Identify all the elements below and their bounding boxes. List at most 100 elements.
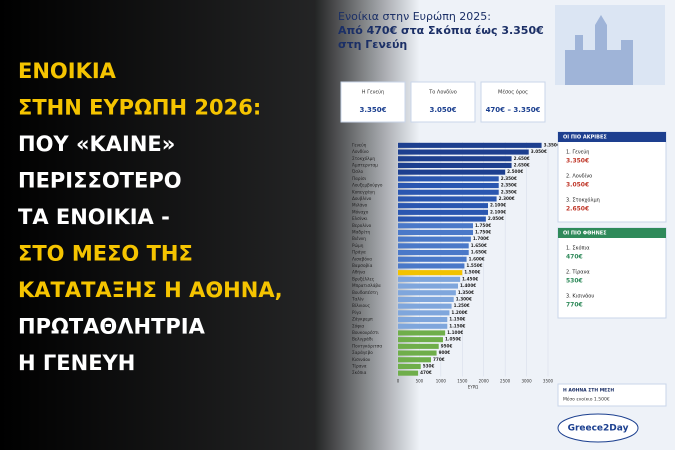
bar (398, 343, 439, 349)
value-label: 2.350€ (501, 189, 517, 194)
category-label: Βουδαπέστη (352, 290, 378, 295)
bar (398, 189, 499, 195)
category-label: Ταλίν (351, 296, 364, 301)
headline-line: ΠΟΥ «ΚΑΙΝΕ» (18, 132, 175, 156)
value-label: 1.650€ (471, 250, 487, 255)
panel-item-name: 3. Στοκχόλμη (566, 197, 600, 204)
category-label: Ρίγα (352, 310, 361, 315)
value-label: 1.150€ (449, 323, 465, 328)
value-label: 1.400€ (460, 283, 476, 288)
bar (398, 142, 542, 148)
stat-label: Το Λονδίνο (428, 89, 457, 96)
value-label: 1.550€ (466, 263, 482, 268)
bar (398, 256, 467, 262)
bar (398, 250, 469, 256)
panel-item-name: 1. Σκόπια (566, 245, 590, 252)
info-title: Από 470€ στα Σκόπια έως 3.350€ (338, 24, 544, 37)
panel-item-value: 530€ (566, 278, 583, 285)
bar (398, 243, 469, 249)
headline-line: ΚΑΤΑΤΑΞΗΣ Η ΑΘΗΝΑ, (18, 278, 283, 302)
category-label: Πράγα (352, 250, 366, 255)
value-label: 1.450€ (462, 276, 478, 281)
bar (398, 203, 488, 209)
bar (398, 149, 529, 155)
panel-item-value: 770€ (566, 302, 583, 309)
category-label: Βερολίνο (352, 223, 372, 228)
value-label: 1.250€ (454, 303, 470, 308)
category-label: Λονδίνο (352, 149, 369, 154)
bar (398, 290, 456, 296)
category-label: Σκόπια (352, 370, 367, 375)
athens-box-title: Η ΑΘΗΝΑ ΣΤΗ ΜΕΣΗ (563, 388, 614, 394)
headline-line: ΠΡΩΤΑΘΛΗΤΡΙΑ (18, 315, 206, 339)
category-label: Σαράγεβο (352, 350, 373, 355)
panel-title: ΟΙ ΠΙΟ ΑΚΡΙΒΕΣ (563, 135, 607, 141)
value-label: 3.350€ (544, 142, 560, 147)
category-label: Άμστερνταμ (352, 162, 378, 167)
headline-line: ΠΕΡΙΣΣΟΤΕΡΟ (18, 169, 182, 193)
bar (398, 229, 473, 235)
category-label: Βουκουρέστι (352, 330, 379, 335)
stat-box (480, 81, 546, 123)
bar (398, 296, 454, 302)
category-label: Ρώμη (352, 243, 364, 248)
bar (398, 169, 506, 175)
category-label: Όσλο (351, 169, 364, 174)
value-label: 2.050€ (488, 216, 504, 221)
value-label: 1.150€ (449, 317, 465, 322)
value-label: 2.100€ (490, 209, 506, 214)
value-label: 1.350€ (458, 290, 474, 295)
bar (398, 317, 448, 323)
panel-item-value: 2.650€ (566, 206, 589, 213)
stat-box (340, 81, 406, 123)
x-axis-label: ΕΥΡΩ (468, 385, 478, 390)
info-title: Ενοίκια στην Ευρώπη 2025: (338, 10, 491, 23)
category-label: Βίλνιους (352, 303, 371, 308)
info-title: στη Γενεύη (338, 38, 407, 51)
category-label: Αθήνα (352, 270, 365, 275)
panel-item-name: 2. Τίρανα (566, 269, 590, 276)
category-label: Κισινάου (352, 357, 371, 362)
bar (398, 310, 450, 316)
panel-item-name: 3. Κισινάου (566, 293, 594, 300)
category-label: Παρίσι (352, 176, 367, 181)
x-tick-label: 1000 (436, 379, 447, 384)
value-label: 1.650€ (471, 243, 487, 248)
bar (398, 350, 437, 356)
stat-value: 470€ – 3.350€ (486, 106, 541, 114)
buildings (565, 15, 633, 85)
value-label: 2.100€ (490, 203, 506, 208)
category-label: Δουβλίνο (352, 196, 372, 201)
headline-line: ΤΑ ΕΝΟΙΚΙΑ - (18, 205, 170, 229)
dark-overlay (0, 0, 420, 450)
logo-badge (557, 413, 639, 443)
panel-title: ΟΙ ΠΙΟ ΦΘΗΝΕΣ (563, 231, 607, 237)
category-label: Γενεύη (352, 142, 367, 147)
value-label: 2.300€ (499, 196, 515, 201)
x-tick-label: 2500 (500, 379, 511, 384)
value-label: 2.350€ (501, 183, 517, 188)
value-label: 1.300€ (456, 296, 472, 301)
x-tick-label: 1500 (457, 379, 468, 384)
category-label: Ποντγκόριτσα (352, 343, 382, 348)
stat-label: Η Γενεύη (362, 89, 384, 96)
bar (398, 209, 488, 215)
value-label: 1.100€ (447, 330, 463, 335)
bar (398, 283, 458, 289)
category-label: Λουξεμβούργο (352, 183, 383, 188)
stat-label: Μέσος όρος (498, 89, 528, 96)
bar (398, 303, 452, 309)
category-label: Στοκχόλμη (352, 156, 375, 161)
category-label: Τίρανα (351, 363, 367, 368)
athens-box (557, 383, 667, 407)
category-label: Κοπεγχάγη (352, 189, 375, 194)
bar (398, 216, 486, 222)
value-label: 1.600€ (469, 256, 485, 261)
panel-header (558, 228, 666, 238)
stat-box (410, 81, 476, 123)
category-label: Μόναχο (352, 209, 369, 214)
stat-value: 3.350€ (359, 106, 386, 114)
value-label: 770€ (433, 357, 445, 362)
bar (398, 276, 461, 282)
